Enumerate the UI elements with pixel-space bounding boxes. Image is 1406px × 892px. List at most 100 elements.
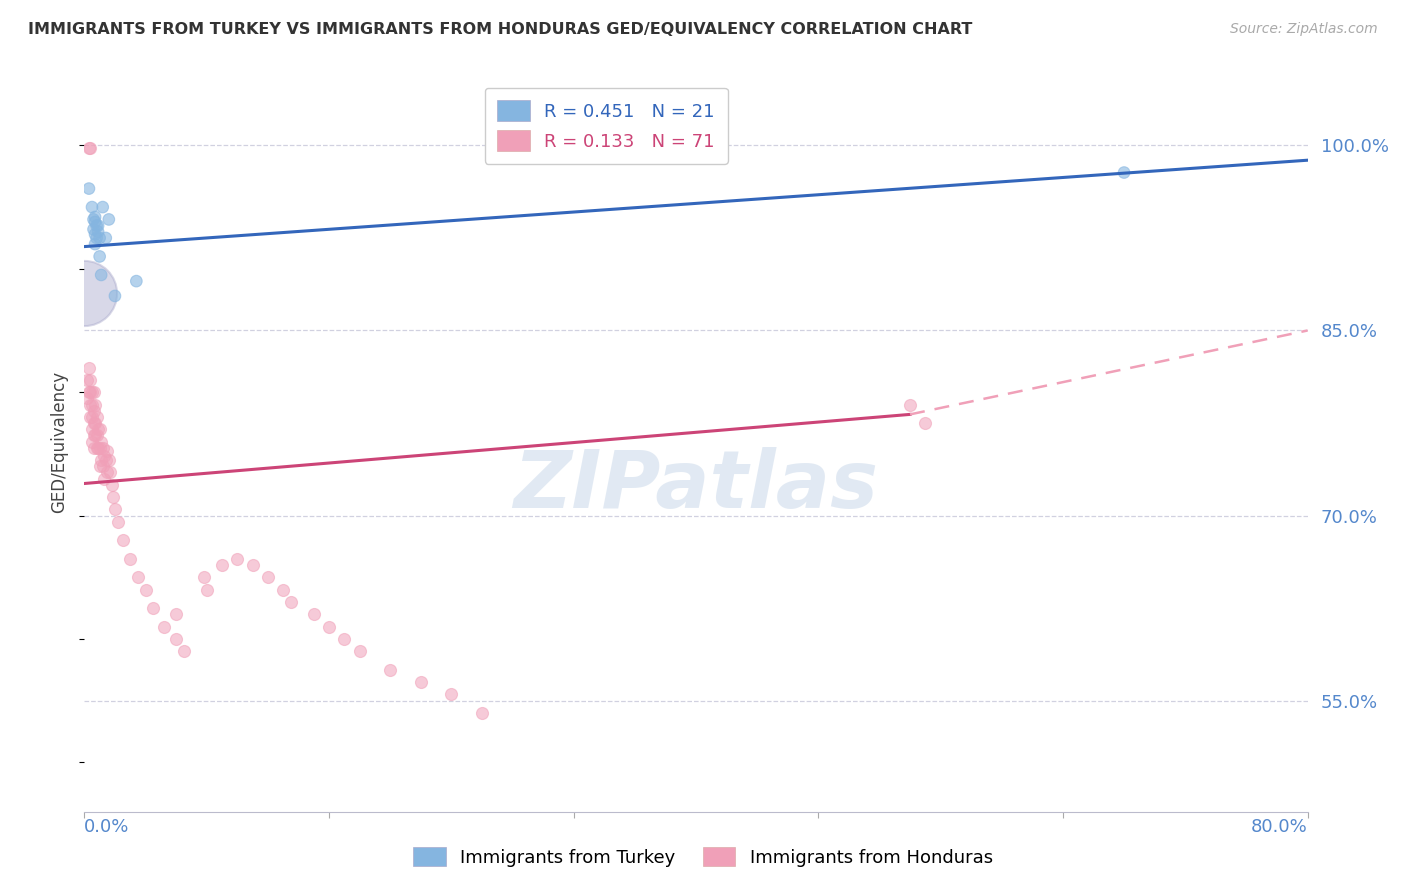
Point [89,422,111,436]
Point [77,360,100,375]
Point [84,237,107,252]
Point [98,466,121,480]
Point [77,181,100,195]
Point [89,459,111,474]
Point [142,601,165,615]
Point [80,385,103,400]
Point [94,453,117,467]
Point [97,453,120,467]
Point [280,595,302,609]
Text: ZIPatlas: ZIPatlas [513,447,879,525]
Point [79,409,101,424]
Point [79,385,101,400]
Point [83,428,105,442]
Point [127,570,149,584]
Point [440,688,463,702]
Point [83,385,105,400]
Point [87,225,110,239]
Point [80,434,103,449]
Point [165,632,187,646]
Point [93,450,115,464]
Point [76,392,98,406]
Point [83,416,105,430]
Point [107,515,129,529]
Point [79,398,101,412]
Point [89,250,111,264]
Legend: Immigrants from Turkey, Immigrants from Honduras: Immigrants from Turkey, Immigrants from … [406,840,1000,874]
Point [173,644,195,658]
Point [86,428,108,442]
Point [333,632,356,646]
Point [226,551,249,566]
Text: 0.0%: 0.0% [84,818,129,836]
Point [83,441,105,455]
Point [87,219,110,233]
Point [80,422,103,436]
Point [79,141,101,155]
Point [76,373,98,387]
Point [84,398,107,412]
Point [111,533,134,548]
Point [125,274,148,288]
Point [193,570,215,584]
Point [84,416,107,430]
Point [94,231,117,245]
Legend: R = 0.451   N = 21, R = 0.133   N = 71: R = 0.451 N = 21, R = 0.133 N = 71 [485,87,727,164]
Point [302,607,325,622]
Point [97,212,120,227]
Point [318,620,340,634]
Point [898,398,921,412]
Point [84,227,107,242]
Point [86,219,108,233]
Point [90,268,112,282]
Point [80,409,103,424]
Point [79,373,101,387]
Point [1114,165,1136,179]
Point [96,444,118,458]
Point [409,675,432,690]
Point [73,286,96,301]
Point [90,434,112,449]
Point [77,385,100,400]
Point [83,212,105,227]
Point [83,403,105,417]
Text: Source: ZipAtlas.com: Source: ZipAtlas.com [1230,22,1378,37]
Point [86,409,108,424]
Point [257,570,280,584]
Point [914,416,936,430]
Point [84,428,107,442]
Point [91,200,114,214]
Point [87,441,110,455]
Point [135,582,157,597]
Point [104,502,127,516]
Point [349,644,371,658]
Point [96,466,118,480]
Point [211,558,233,572]
Point [80,398,103,412]
Y-axis label: GED/Equivalency: GED/Equivalency [51,370,69,513]
Point [86,231,108,245]
Point [83,222,105,236]
Point [120,551,142,566]
Point [380,663,402,677]
Point [271,582,294,597]
Point [103,490,125,504]
Point [153,620,176,634]
Point [471,706,494,720]
Point [104,289,127,303]
Point [84,215,107,229]
Point [101,477,124,491]
Point [80,200,103,214]
Point [90,453,112,467]
Point [165,607,187,622]
Point [87,422,110,436]
Point [84,210,107,224]
Point [195,582,218,597]
Text: IMMIGRANTS FROM TURKEY VS IMMIGRANTS FROM HONDURAS GED/EQUIVALENCY CORRELATION C: IMMIGRANTS FROM TURKEY VS IMMIGRANTS FRO… [28,22,973,37]
Point [242,558,264,572]
Point [91,459,114,474]
Point [89,231,111,245]
Point [93,472,115,486]
Point [86,441,108,455]
Point [91,441,114,455]
